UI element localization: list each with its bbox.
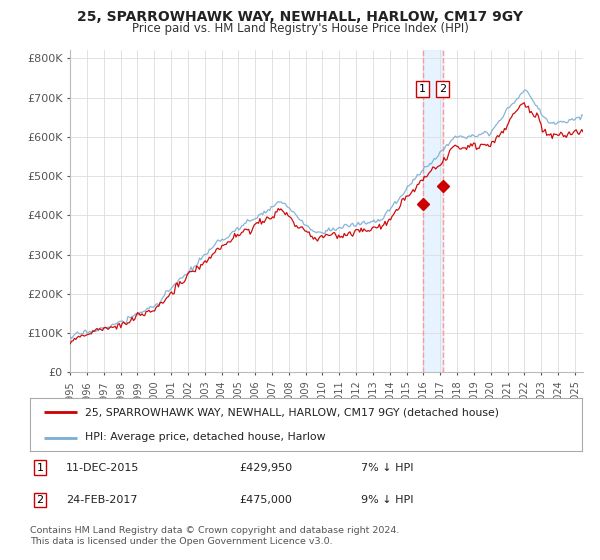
Text: 9% ↓ HPI: 9% ↓ HPI	[361, 495, 414, 505]
Bar	[422, 50, 443, 372]
Text: 1: 1	[419, 84, 426, 94]
Text: 2: 2	[439, 84, 446, 94]
Text: £429,950: £429,950	[240, 463, 293, 473]
Text: 7% ↓ HPI: 7% ↓ HPI	[361, 463, 414, 473]
Text: £475,000: £475,000	[240, 495, 293, 505]
Text: HPI: Average price, detached house, Harlow: HPI: Average price, detached house, Harl…	[85, 432, 326, 442]
Text: 2: 2	[37, 495, 43, 505]
Text: Contains HM Land Registry data © Crown copyright and database right 2024.
This d: Contains HM Land Registry data © Crown c…	[30, 526, 400, 546]
Text: 1: 1	[37, 463, 43, 473]
Text: 24-FEB-2017: 24-FEB-2017	[66, 495, 137, 505]
Text: 25, SPARROWHAWK WAY, NEWHALL, HARLOW, CM17 9GY: 25, SPARROWHAWK WAY, NEWHALL, HARLOW, CM…	[77, 10, 523, 24]
Text: Price paid vs. HM Land Registry's House Price Index (HPI): Price paid vs. HM Land Registry's House …	[131, 22, 469, 35]
Text: 11-DEC-2015: 11-DEC-2015	[66, 463, 139, 473]
Text: 25, SPARROWHAWK WAY, NEWHALL, HARLOW, CM17 9GY (detached house): 25, SPARROWHAWK WAY, NEWHALL, HARLOW, CM…	[85, 408, 499, 418]
